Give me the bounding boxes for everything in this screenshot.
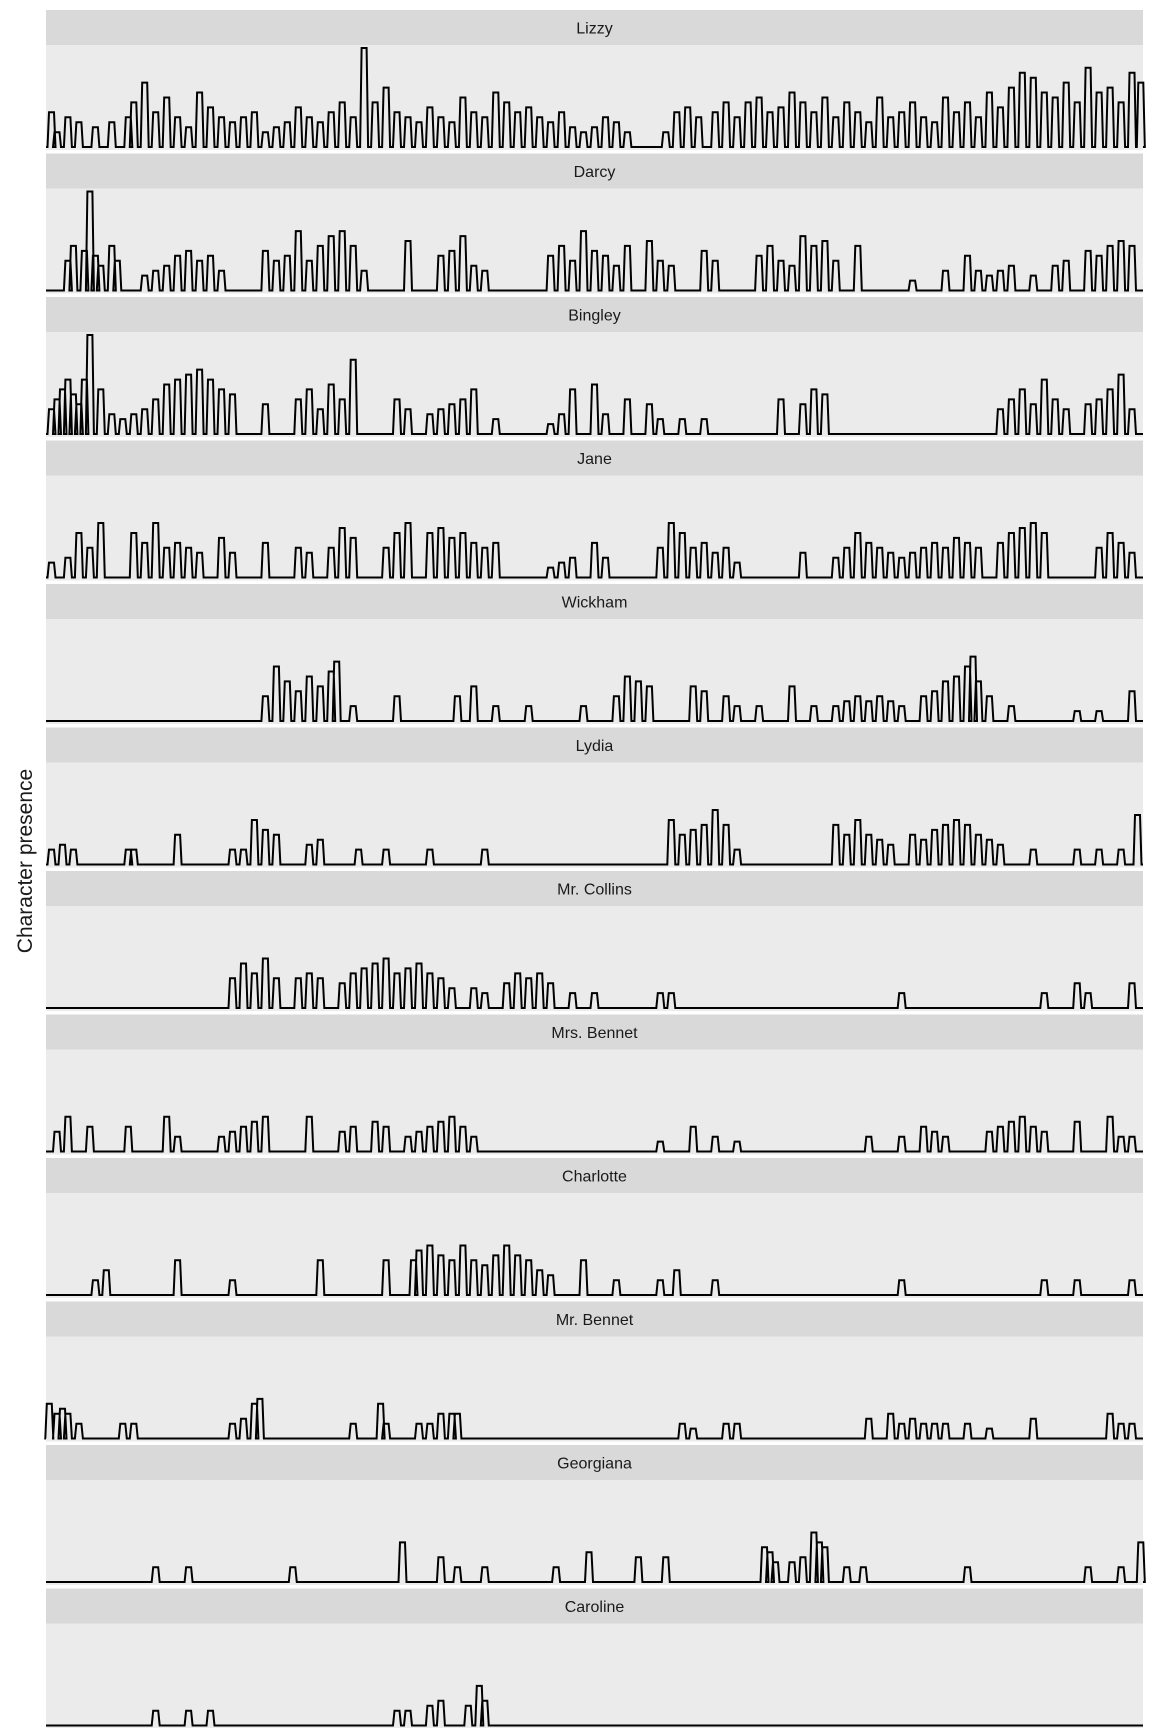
facet-mr-collins: Mr. Collins: [46, 871, 1143, 1011]
facet-strip: [46, 440, 1143, 476]
facet-label: Mr. Bennet: [556, 1312, 634, 1329]
panel-background: [46, 1623, 1143, 1728]
presence-line: [46, 1115, 1143, 1153]
presence-line: [46, 1531, 1146, 1583]
panel-background: [46, 1336, 1143, 1442]
panel-background: [46, 188, 1143, 294]
facet-mr-bennet: Mr. Bennet: [44, 1301, 1143, 1442]
facet-strip: [46, 1588, 1143, 1624]
presence-line: [46, 190, 1143, 292]
panel-background: [46, 762, 1143, 868]
panel-background: [46, 1480, 1143, 1585]
facet-strip: [46, 153, 1143, 189]
facet-strip: [46, 584, 1143, 619]
facet-darcy: Darcy: [46, 153, 1143, 294]
panel-background: [46, 45, 1143, 150]
facet-label: Darcy: [574, 164, 616, 181]
facet-label: Bingley: [568, 308, 620, 325]
panel-background: [46, 1193, 1143, 1298]
panel-background: [46, 1049, 1143, 1155]
presence-line: [46, 809, 1143, 866]
facet-lizzy: Lizzy: [46, 10, 1146, 150]
panel-background: [46, 619, 1143, 724]
facet-label: Jane: [577, 451, 612, 468]
facet-georgiana: Georgiana: [46, 1445, 1146, 1585]
facet-lydia: Lydia: [46, 727, 1143, 868]
facet-charlotte: Charlotte: [46, 1158, 1143, 1298]
facet-label: Charlotte: [562, 1169, 627, 1186]
facet-jane: Jane: [46, 440, 1143, 581]
facet-strip: [46, 727, 1143, 763]
facet-caroline: Caroline: [46, 1588, 1143, 1728]
facet-strip: [46, 871, 1143, 906]
facet-label: Wickham: [562, 595, 628, 612]
panel-background: [46, 475, 1143, 581]
presence-line: [46, 1244, 1143, 1296]
panel-background: [46, 906, 1143, 1011]
facet-label: Lydia: [576, 738, 614, 755]
presence-line: [46, 522, 1143, 579]
presence-line: [44, 1397, 1143, 1440]
presence-line: [46, 957, 1143, 1009]
facet-label: Mr. Collins: [557, 882, 632, 899]
facet-mrs-bennet: Mrs. Bennet: [46, 1014, 1143, 1155]
presence-line: [46, 47, 1146, 148]
facet-strip: [46, 1301, 1143, 1337]
facet-strip: [46, 1158, 1143, 1193]
facet-strip: [46, 297, 1143, 332]
facet-strip: [46, 1014, 1143, 1050]
facet-label: Caroline: [565, 1599, 625, 1616]
facet-label: Lizzy: [576, 21, 612, 38]
facet-strip: [46, 10, 1143, 45]
facet-wickham: Wickham: [46, 584, 1143, 724]
facet-label: Mrs. Bennet: [551, 1025, 638, 1042]
presence-line: [46, 655, 1143, 722]
facet-bingley: Bingley: [46, 297, 1143, 437]
facet-label: Georgiana: [557, 1456, 632, 1473]
presence-line: [46, 1684, 1143, 1727]
facet-strip: [46, 1445, 1143, 1480]
presence-line: [46, 334, 1143, 435]
